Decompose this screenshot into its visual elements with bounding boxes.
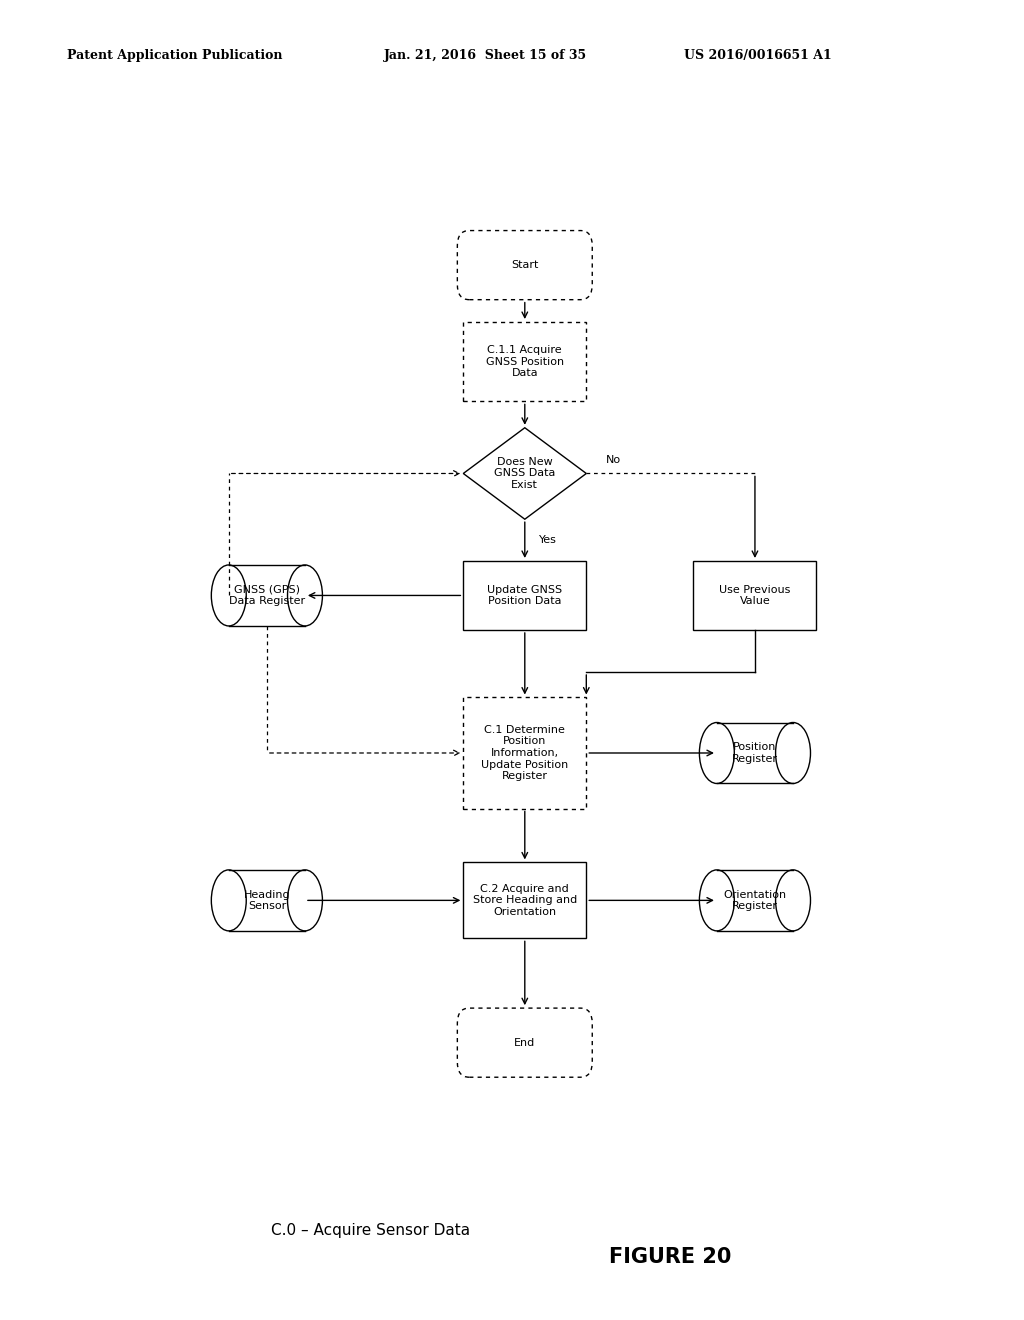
Bar [463,862,587,939]
Ellipse shape [288,870,323,931]
Text: No: No [606,455,622,466]
FancyBboxPatch shape [458,1008,592,1077]
Bar [228,870,305,931]
FancyBboxPatch shape [458,231,592,300]
Bar [463,322,587,401]
Ellipse shape [775,722,811,784]
Text: Start: Start [511,260,539,271]
Text: Position
Register: Position Register [732,742,778,764]
Ellipse shape [699,870,734,931]
Bar [717,722,793,784]
Bar [463,561,587,630]
Ellipse shape [211,565,246,626]
Text: Yes: Yes [539,535,557,545]
Text: Update GNSS
Position Data: Update GNSS Position Data [487,585,562,606]
Text: Does New
GNSS Data
Exist: Does New GNSS Data Exist [495,457,555,490]
Text: C.2 Acquire and
Store Heading and
Orientation: C.2 Acquire and Store Heading and Orient… [473,884,577,917]
Text: Patent Application Publication: Patent Application Publication [67,49,282,62]
Ellipse shape [288,565,323,626]
Bar [228,565,305,626]
Bar [717,870,793,931]
Ellipse shape [699,722,734,784]
Text: Orientation
Register: Orientation Register [723,890,786,911]
Text: FIGURE 20: FIGURE 20 [609,1246,732,1267]
Text: C.1.1 Acquire
GNSS Position
Data: C.1.1 Acquire GNSS Position Data [485,345,564,379]
Text: C.0 – Acquire Sensor Data: C.0 – Acquire Sensor Data [271,1222,470,1238]
Bar [463,697,587,809]
Ellipse shape [211,870,246,931]
Polygon shape [463,428,587,519]
Text: Heading
Sensor: Heading Sensor [244,890,290,911]
Bar [693,561,816,630]
Text: C.1 Determine
Position
Information,
Update Position
Register: C.1 Determine Position Information, Upda… [481,725,568,781]
Text: GNSS (GPS)
Data Register: GNSS (GPS) Data Register [228,585,305,606]
Text: Use Previous
Value: Use Previous Value [719,585,791,606]
Text: Jan. 21, 2016  Sheet 15 of 35: Jan. 21, 2016 Sheet 15 of 35 [384,49,587,62]
Text: End: End [514,1038,536,1048]
Ellipse shape [775,870,811,931]
Text: US 2016/0016651 A1: US 2016/0016651 A1 [684,49,831,62]
